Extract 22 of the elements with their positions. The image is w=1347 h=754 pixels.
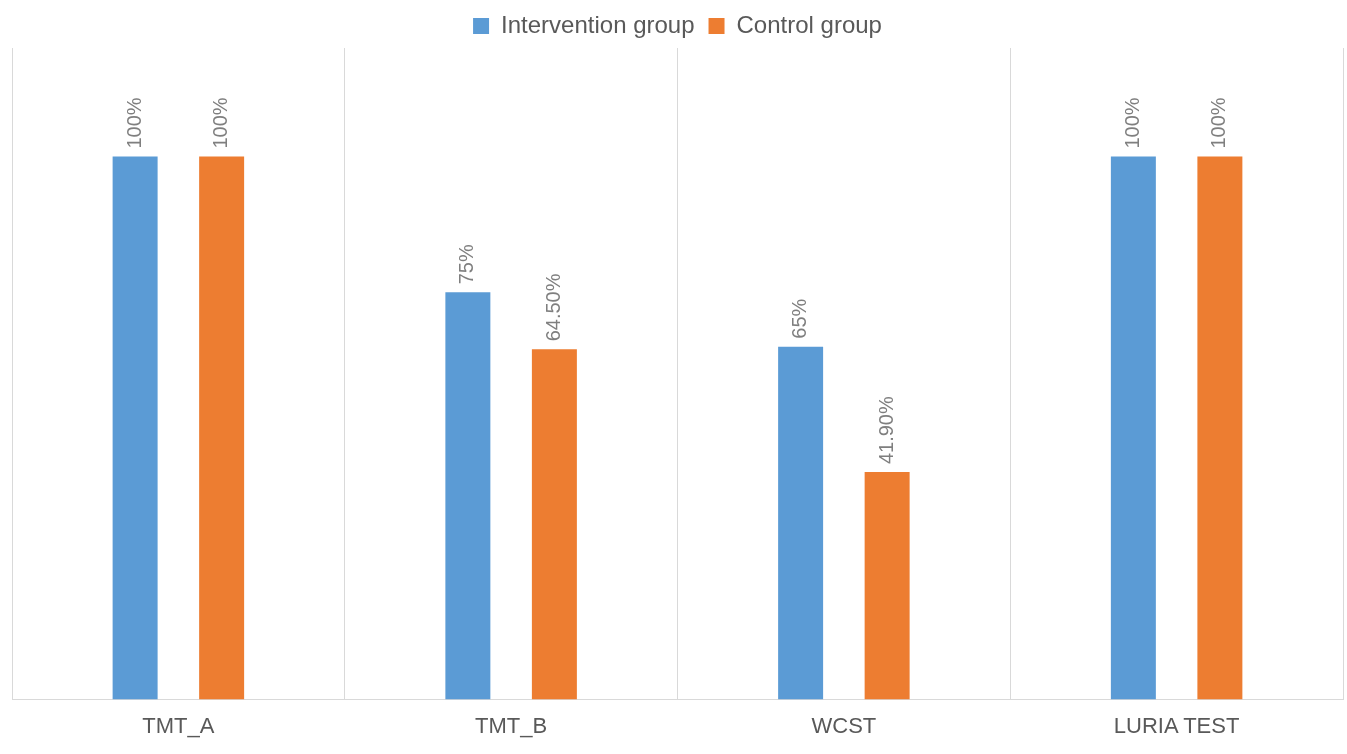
bar bbox=[199, 156, 245, 700]
bar bbox=[778, 346, 824, 700]
legend-label: Control group bbox=[736, 10, 882, 38]
data-label: 100% bbox=[1207, 97, 1230, 149]
bar bbox=[1110, 156, 1156, 700]
bar bbox=[445, 292, 491, 700]
x-tick-label: LURIA TEST bbox=[1113, 712, 1240, 738]
data-label: 75% bbox=[455, 244, 478, 285]
data-label: 100% bbox=[209, 97, 232, 149]
bar bbox=[864, 472, 910, 700]
data-label: 64.50% bbox=[541, 273, 564, 342]
data-label: 100% bbox=[1120, 97, 1143, 149]
legend-label: Intervention group bbox=[501, 10, 695, 38]
bar bbox=[112, 156, 158, 700]
data-label: 41.90% bbox=[874, 396, 897, 465]
data-label: 65% bbox=[788, 298, 811, 339]
bar bbox=[1197, 156, 1243, 700]
x-tick-label: TMT_A bbox=[142, 712, 215, 738]
x-tick-label: TMT_B bbox=[475, 712, 548, 738]
bar bbox=[531, 349, 577, 700]
data-label: 100% bbox=[122, 97, 145, 149]
x-tick-label: WCST bbox=[811, 712, 877, 738]
